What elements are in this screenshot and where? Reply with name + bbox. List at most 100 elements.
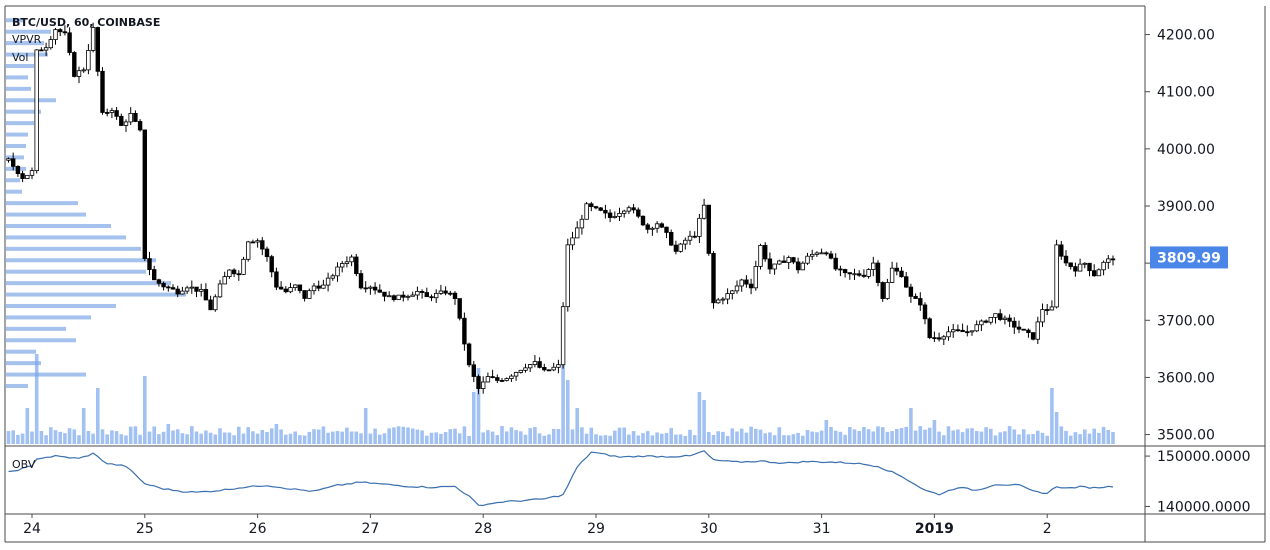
volume-bar [429,432,434,444]
volume-bar [157,434,161,444]
volume-bar [105,434,109,444]
time-axis[interactable]: 24 25 26 27 28 29 30 31 2019 2 [23,514,1052,537]
volume-bar [467,435,471,444]
candle-body [161,282,166,288]
volume-bar [1078,434,1082,444]
volume-bar [702,400,706,444]
volume-bar [1083,429,1087,444]
volume-bar [796,432,800,444]
volume-bar [363,408,368,444]
volume-bar [979,431,984,444]
volume-bar [594,434,598,444]
volume-bar [20,433,25,444]
candle-body [866,269,871,277]
candle-body [485,376,491,383]
candle-body [1026,329,1031,333]
candle-body [288,287,293,293]
candle-body [189,286,194,289]
candle-body [372,286,378,291]
candle-body [476,376,481,389]
candle-body [659,223,664,228]
volume-bar [481,432,485,444]
volume-bar [265,431,269,444]
volume-bar [688,429,692,444]
time-tick-label: 26 [249,521,267,537]
candle-body [730,290,735,295]
volume-bar [453,428,457,444]
volume-bar [749,426,753,444]
volume-bar [547,434,551,444]
candle-body [857,273,862,276]
vpvr-row [6,109,41,114]
volume-bar [472,392,476,444]
candle-body [184,287,190,292]
volume-bar [763,433,767,444]
vpvr-row [6,189,22,194]
candle-body [701,204,707,219]
volume-bar [222,432,227,444]
candle-body [1030,332,1036,340]
volume-bar [1111,432,1115,444]
candle-body [462,317,467,345]
volume-bar [415,429,420,444]
volume-bar [528,428,532,444]
candle-body [927,318,932,339]
candle-body [518,369,523,373]
volume-bar [669,428,673,444]
candle-body [67,32,72,53]
volume-bar [58,431,62,444]
volume-bar [801,435,805,444]
volume-bar [180,433,185,444]
volume-bar [406,427,410,444]
time-tick-label: 27 [361,521,379,537]
price-tick-label: 4100.00 [1157,85,1215,101]
candle-body [382,291,387,297]
candle-body [1021,328,1026,331]
volume-bar [993,435,998,444]
vpvr-row [6,372,86,377]
volume-bar [457,433,462,444]
volume-bar [1040,432,1045,444]
candle-body [62,31,68,34]
candle-body [86,50,91,71]
price-axis[interactable]: 4200.004100.004000.003900.003800.003700.… [1145,28,1251,516]
volume-bar [331,431,335,444]
volume-bar [838,431,843,444]
volume-bar [67,428,72,444]
volume-bar [909,408,913,444]
candle-body [302,290,307,299]
volume-bar [918,426,923,444]
volume-bar [312,429,316,444]
vpvr-row [6,144,26,148]
vpvr-indicator-label[interactable]: VPVR [12,33,42,46]
candle-body [283,288,288,293]
candle-body [974,324,979,332]
candle-body [105,112,110,114]
volume-bar [556,429,561,444]
volume-bar [542,435,547,444]
candle-body [48,39,53,49]
volume-bar [730,428,735,444]
candle-body [415,291,420,296]
candle-body [25,174,30,179]
volume-bar [1059,426,1064,444]
volume-bar [631,431,636,444]
candle-body [1106,258,1111,263]
candle-body [264,248,270,258]
volume-bar [1003,431,1007,444]
candle-body [565,244,570,308]
candle-body [260,240,265,250]
volume-bar [44,435,48,444]
candle-body [429,296,434,299]
candle-body [344,261,350,264]
volume-bar [378,434,382,444]
volume-bar [316,429,321,444]
volume-bar [758,429,763,444]
volume-indicator-label[interactable]: Vol [12,51,28,64]
candle-body [1082,262,1087,265]
obv-indicator-label[interactable]: OBV [12,458,36,471]
volume-bar [1036,430,1040,444]
candle-body [913,295,918,299]
candle-body [396,294,401,301]
